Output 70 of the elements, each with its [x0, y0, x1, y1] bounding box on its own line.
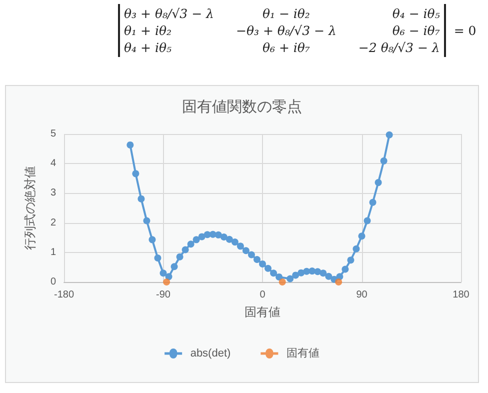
point [347, 256, 354, 264]
point [198, 233, 206, 240]
y-tick-label: 0 [50, 276, 56, 288]
legend-label: abs(det) [190, 348, 231, 360]
text: = 0 [454, 23, 476, 38]
point [226, 236, 233, 243]
y-tick-label: 2 [50, 217, 56, 228]
point [298, 269, 305, 276]
point [369, 198, 376, 206]
point [236, 242, 244, 250]
point [364, 217, 371, 224]
point [242, 247, 250, 254]
point [148, 236, 156, 244]
point [187, 240, 194, 248]
point [214, 231, 222, 238]
x-tick-label: 0 [260, 290, 266, 300]
point [292, 272, 300, 279]
text: θ₃ + θ₈/√3 − λ [124, 6, 214, 21]
legend-label: 固有値 [286, 348, 320, 360]
text: θ₁ − iθ₂ [261, 6, 311, 21]
point [380, 157, 388, 164]
text: θ₆ − iθ₇ [391, 23, 440, 38]
point [374, 179, 382, 186]
text: θ₆ + iθ₇ [261, 40, 311, 55]
text: −2 θ₈/√3 − λ [358, 40, 440, 55]
point [143, 217, 150, 224]
y-tick-label: 1 [50, 246, 56, 258]
point [264, 264, 272, 272]
point [325, 272, 332, 280]
point [160, 270, 167, 277]
point [154, 254, 162, 262]
y-tick-label: 3 [50, 188, 56, 199]
point [192, 236, 200, 244]
x-tick-label: 90 [356, 290, 368, 300]
point [126, 141, 134, 148]
point [358, 232, 366, 240]
y-tick-label: 5 [50, 128, 56, 140]
chart-title: 固有値関数の零点 [182, 98, 302, 116]
point [352, 245, 360, 252]
point [176, 253, 184, 260]
point [276, 273, 283, 280]
point [278, 278, 286, 286]
y-tick-label: 4 [50, 158, 56, 170]
y-axis-title: 行列式の絶対値 [23, 166, 37, 250]
point [165, 273, 172, 280]
point [386, 131, 393, 138]
point [320, 270, 327, 277]
point [342, 266, 349, 273]
x-tick-label: -180 [54, 290, 74, 300]
point [132, 170, 140, 178]
point [138, 195, 145, 202]
point [253, 256, 260, 263]
point [220, 234, 228, 241]
x-axis-title: 固有値 [244, 305, 280, 319]
point [163, 278, 170, 286]
point [270, 270, 278, 277]
point [248, 251, 255, 258]
text: −θ₃ + θ₈/√3 − λ [236, 23, 336, 38]
text: θ₁ + iθ₂ [124, 23, 172, 38]
text: θ₄ + iθ₅ [124, 40, 172, 55]
point [182, 246, 189, 254]
point [335, 278, 342, 286]
text: θ₄ − iθ₅ [391, 6, 440, 21]
point [314, 268, 322, 276]
x-tick-label: -90 [156, 290, 171, 300]
point [170, 263, 178, 270]
point [259, 260, 266, 268]
x-tick-label: 180 [452, 290, 470, 300]
point [231, 238, 238, 246]
point [286, 275, 294, 282]
